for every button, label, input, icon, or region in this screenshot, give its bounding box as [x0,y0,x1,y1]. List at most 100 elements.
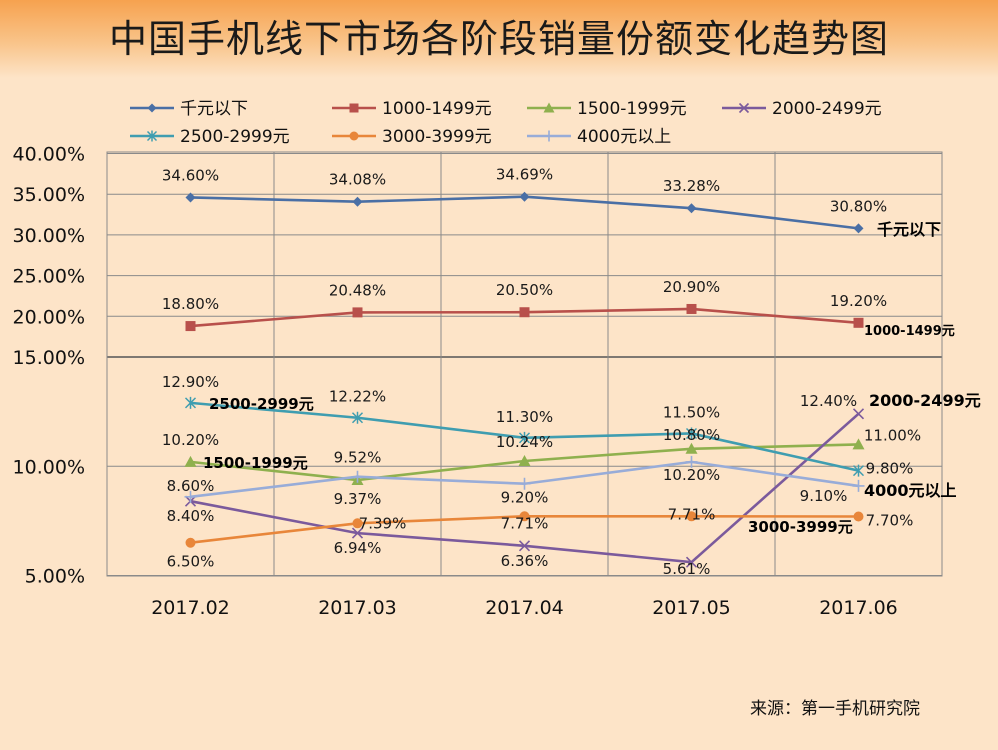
legend-label: 1500-1999元 [577,99,687,119]
data-point [352,518,363,529]
data-label: 6.50% [167,553,215,571]
data-label: 7.39% [359,514,407,532]
data-point [184,455,197,467]
data-point [685,455,698,468]
data-point [852,408,865,420]
data-point [852,438,865,450]
series-annotation: 3000-3999元 [748,518,853,536]
series-annotation: 1000-1499元 [864,324,955,339]
legend-marker [543,102,555,113]
data-label: 11.00% [864,426,921,444]
series-annotation: 1500-1999元 [203,454,308,472]
data-point [685,427,698,440]
data-point [852,464,865,477]
data-point [351,411,364,424]
legend-label: 2500-2999元 [180,127,290,147]
data-label: 10.24% [496,433,553,451]
data-label: 34.08% [329,171,386,189]
data-point [686,203,697,214]
data-label: 6.94% [334,539,382,557]
legend-marker [349,103,359,113]
data-label: 30.80% [830,197,887,215]
data-point [352,196,363,207]
data-point [686,511,697,522]
x-tick-label: 2017.04 [485,597,564,619]
legend-label: 2000-2499元 [772,99,882,119]
y-tick-label: 30.00% [13,225,85,247]
source-note: 来源：第一手机研究院 [750,699,920,719]
data-point [686,303,697,314]
data-label: 9.20% [501,489,549,507]
data-label: 18.80% [162,295,219,313]
legend-marker [147,103,157,113]
y-tick-label: 5.00% [25,566,85,588]
data-label: 12.90% [162,373,219,391]
data-point [853,511,864,522]
legend-label: 1000-1499元 [382,99,492,119]
data-point [351,470,364,483]
legend-label: 4000元以上 [577,127,671,147]
legend-marker [738,102,750,114]
page-title: 中国手机线下市场各阶段销量份额变化趋势图 [108,17,889,61]
y-tick-label: 25.00% [13,266,85,288]
data-point [518,431,531,444]
data-point [351,527,364,539]
data-label: 10.80% [663,426,720,444]
data-point [519,511,530,522]
data-point [852,479,865,492]
y-tick-label: 20.00% [13,306,85,328]
legend-label: 千元以下 [180,99,248,119]
data-label: 9.37% [334,490,382,508]
series-annotation: 2000-2499元 [869,391,981,410]
x-tick-label: 2017.02 [151,597,230,619]
data-label: 6.36% [501,552,549,570]
y-tick-label: 40.00% [13,144,85,166]
legend-label: 3000-3999元 [382,127,492,147]
data-label: 10.20% [162,431,219,449]
legend-marker [146,130,158,142]
data-label: 20.50% [496,281,553,299]
data-point [519,307,530,318]
data-label: 12.22% [329,388,386,406]
data-label: 7.71% [668,505,716,523]
data-label: 12.40% [800,392,857,410]
y-tick-label: 35.00% [13,184,85,206]
data-label: 9.80% [866,460,914,478]
data-label: 7.70% [866,512,914,530]
data-point [853,317,864,328]
data-label: 10.20% [663,466,720,484]
y-tick-label: 15.00% [13,347,85,369]
data-label: 5.61% [663,560,711,578]
series-annotation: 4000元以上 [864,481,957,500]
x-tick-label: 2017.05 [652,597,731,619]
data-point [518,455,531,467]
data-point [185,192,196,203]
data-label: 20.48% [329,281,386,299]
data-label: 11.30% [496,408,553,426]
legend-marker [349,131,359,141]
data-label: 34.60% [162,166,219,184]
data-point [184,396,197,409]
title-banner [0,0,998,78]
data-label: 11.50% [663,403,720,421]
data-label: 20.90% [663,278,720,296]
data-label: 9.10% [800,487,848,505]
data-point [185,537,196,548]
data-label: 33.28% [663,177,720,195]
data-point [352,307,363,318]
data-point [184,490,197,503]
data-label: 19.20% [830,292,887,310]
data-label: 7.71% [501,514,549,532]
data-label: 34.69% [496,166,553,184]
data-label: 9.52% [334,449,382,467]
data-point [185,321,196,332]
data-point [518,477,531,490]
data-point [518,540,531,552]
x-tick-label: 2017.06 [819,597,898,619]
data-label: 8.60% [167,477,215,495]
series-annotation: 2500-2999元 [209,395,314,413]
y-tick-label: 10.00% [13,456,85,478]
data-label: 8.40% [167,507,215,525]
data-point [685,556,698,568]
